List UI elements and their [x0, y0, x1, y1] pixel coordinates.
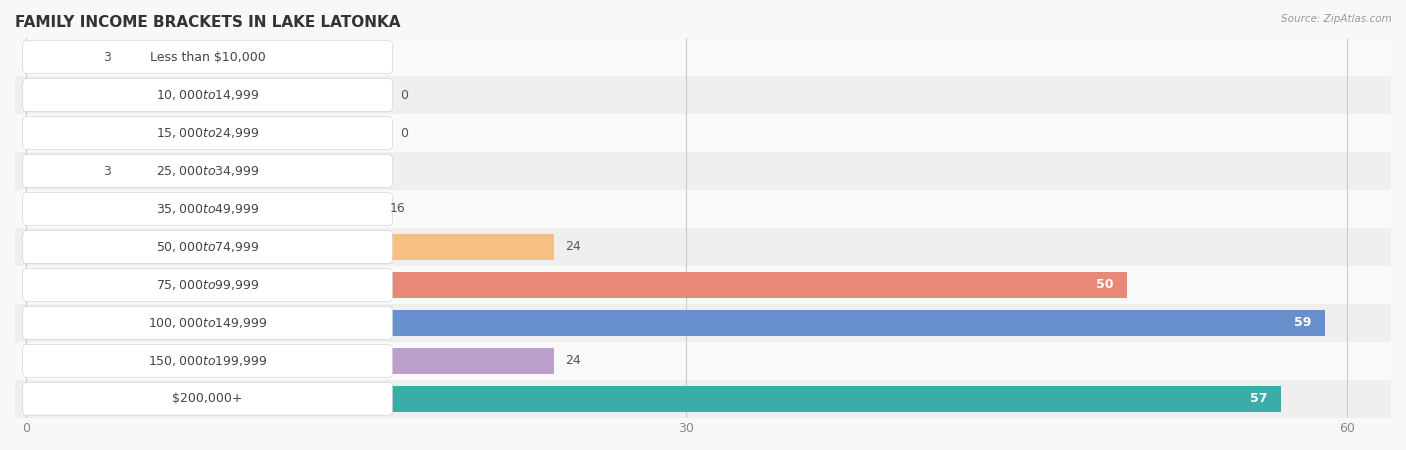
FancyBboxPatch shape — [22, 155, 392, 187]
Bar — [25, 348, 554, 374]
Text: 16: 16 — [389, 202, 405, 216]
Bar — [15, 266, 1391, 304]
Text: $100,000 to $149,999: $100,000 to $149,999 — [148, 316, 267, 330]
Text: $75,000 to $99,999: $75,000 to $99,999 — [156, 278, 259, 292]
Text: $200,000+: $200,000+ — [173, 392, 243, 405]
Bar — [15, 38, 1391, 76]
Bar — [25, 310, 1324, 336]
Bar — [15, 228, 1391, 266]
Text: 57: 57 — [1250, 392, 1268, 405]
Bar — [25, 82, 32, 108]
Text: 0: 0 — [401, 89, 408, 102]
Bar — [15, 152, 1391, 190]
FancyBboxPatch shape — [22, 79, 392, 112]
Text: 3: 3 — [103, 50, 111, 63]
Bar — [15, 342, 1391, 380]
Bar — [25, 196, 378, 222]
Text: 3: 3 — [103, 165, 111, 177]
Bar — [15, 304, 1391, 342]
FancyBboxPatch shape — [22, 345, 392, 377]
Bar — [15, 380, 1391, 418]
Text: Source: ZipAtlas.com: Source: ZipAtlas.com — [1281, 14, 1392, 23]
Text: $10,000 to $14,999: $10,000 to $14,999 — [156, 88, 259, 102]
Text: $35,000 to $49,999: $35,000 to $49,999 — [156, 202, 259, 216]
Bar — [25, 120, 32, 146]
Text: Less than $10,000: Less than $10,000 — [150, 50, 266, 63]
Bar — [15, 76, 1391, 114]
Text: FAMILY INCOME BRACKETS IN LAKE LATONKA: FAMILY INCOME BRACKETS IN LAKE LATONKA — [15, 15, 401, 30]
Text: 59: 59 — [1295, 316, 1312, 329]
FancyBboxPatch shape — [22, 382, 392, 415]
Bar — [25, 234, 554, 260]
Text: $50,000 to $74,999: $50,000 to $74,999 — [156, 240, 259, 254]
Bar — [25, 44, 91, 70]
Bar — [25, 158, 91, 184]
Text: $25,000 to $34,999: $25,000 to $34,999 — [156, 164, 259, 178]
FancyBboxPatch shape — [22, 269, 392, 301]
Text: $150,000 to $199,999: $150,000 to $199,999 — [148, 354, 267, 368]
Text: 24: 24 — [565, 354, 581, 367]
Text: 24: 24 — [565, 240, 581, 253]
Bar — [15, 114, 1391, 152]
FancyBboxPatch shape — [22, 193, 392, 225]
Bar — [25, 272, 1126, 298]
FancyBboxPatch shape — [22, 41, 392, 73]
Text: $15,000 to $24,999: $15,000 to $24,999 — [156, 126, 259, 140]
FancyBboxPatch shape — [22, 117, 392, 149]
Text: 50: 50 — [1097, 279, 1114, 292]
FancyBboxPatch shape — [22, 231, 392, 263]
Bar — [25, 386, 1281, 412]
Text: 0: 0 — [401, 126, 408, 140]
Bar — [15, 190, 1391, 228]
FancyBboxPatch shape — [22, 306, 392, 339]
